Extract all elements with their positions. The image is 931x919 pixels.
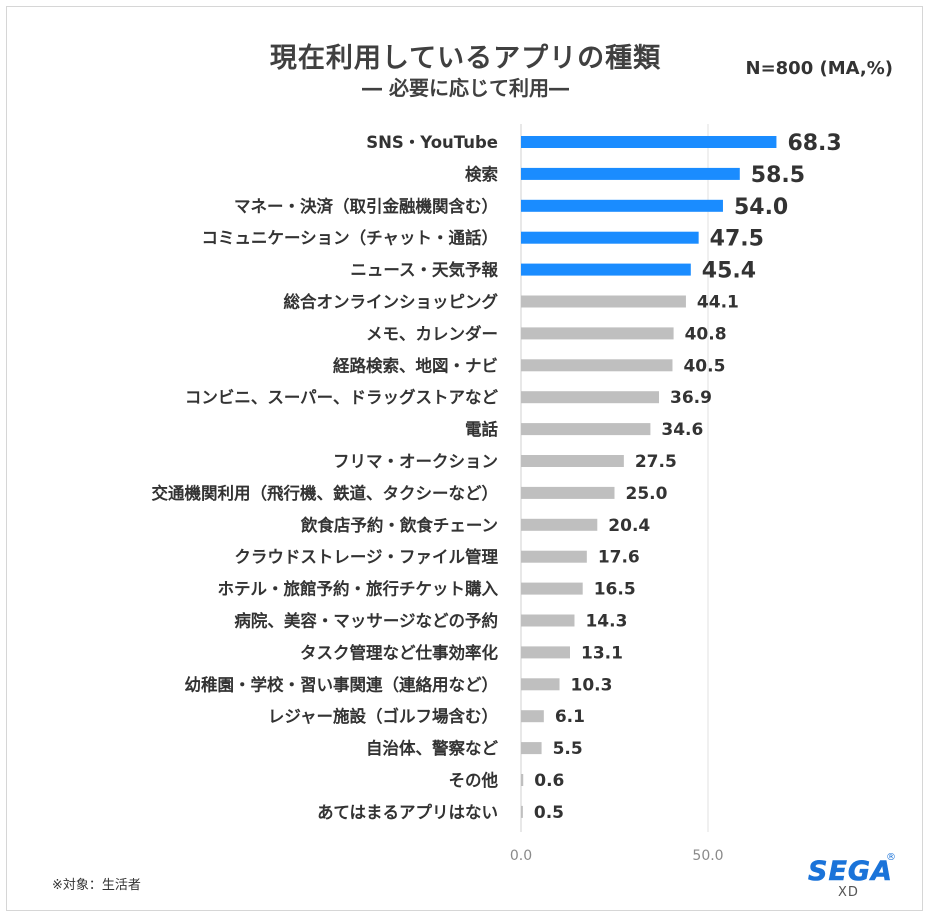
category-label: メモ、カレンダー [366,323,498,343]
category-label: レジャー施設（ゴルフ場含む） [268,706,498,726]
x-tick-label: 50.0 [692,848,723,864]
data-label: 0.5 [534,803,564,823]
data-label: 36.9 [670,388,712,408]
data-label: 20.4 [608,516,650,536]
bar [521,391,660,404]
data-label: 14.3 [585,612,627,632]
bar [521,614,575,627]
data-label: 40.8 [685,324,727,344]
data-label: 6.1 [555,707,585,727]
category-label: 飲食店予約・飲食チェーン [300,515,498,535]
bar [521,167,740,180]
bar [521,136,777,148]
category-label: タスク管理など仕事効率化 [300,642,499,662]
bar [521,231,699,244]
bar [521,199,723,212]
data-label: 68.3 [787,131,841,156]
category-label: 病院、美容・マッサージなどの予約 [234,611,498,631]
bar [521,550,587,563]
data-label: 17.6 [598,548,640,568]
category-label: ニュース・天気予報 [350,260,498,280]
logo-subtext: XD [838,885,859,900]
bar [521,486,615,499]
chart-title: 現在利用しているアプリの種類 [269,43,662,74]
data-label: 5.5 [553,739,583,759]
sample-size-label: N=800 (MA,%) [745,58,894,79]
category-label: ホテル・旅館予約・旅行チケット購入 [218,579,499,599]
data-label: 13.1 [581,643,623,663]
category-label: 自治体、警察など [366,738,499,758]
category-label: 経路検索、地図・ナビ [333,355,498,375]
bar [521,742,542,755]
bar [521,295,686,308]
bar [521,518,598,531]
category-label: その他 [449,770,499,790]
category-label: SNS・YouTube [366,133,498,152]
data-label: 16.5 [594,580,636,600]
category-label: クラウドストレージ・ファイル管理 [234,547,498,567]
data-label: 10.3 [571,675,613,695]
logo-text: SEGA [808,856,893,888]
data-label: 58.5 [751,163,805,188]
bar [521,805,523,818]
bar [521,678,560,691]
sega-xd-logo: SEGA ® XD [808,852,896,904]
category-label: 幼稚園・学校・習い事関連（連絡用など） [185,674,499,694]
bar [521,359,673,372]
category-label: 交通機関利用（飛行機、鉄道、タクシーなど） [152,483,499,503]
category-label: コンビニ、スーパー、ドラッグストアなど [185,387,499,407]
bar [521,327,674,340]
category-label: あてはまるアプリはない [317,802,498,822]
data-label: 27.5 [635,452,677,472]
bar [521,455,624,467]
bar [521,263,691,276]
registered-mark: ® [886,852,896,863]
data-label: 54.0 [734,195,788,220]
data-label: 47.5 [710,227,764,252]
category-label: マネー・決済（取引金融機関含む） [234,196,498,216]
bar [521,582,583,595]
bar [521,774,524,786]
category-label: 総合オンラインショッピング [284,292,499,312]
bar [521,646,570,659]
data-label: 25.0 [626,484,668,504]
data-label: 40.5 [683,356,725,376]
category-label: 電話 [465,419,499,439]
chart-subtitle: ― 必要に応じて利用― [362,76,569,100]
chart-frame [6,6,923,911]
category-label: 検索 [465,164,498,184]
bar [521,423,651,436]
x-tick-label: 0.0 [510,848,532,864]
category-label: フリマ・オークション [333,452,498,471]
footnote: ※対象：生活者 [52,878,141,893]
bar [521,710,544,723]
data-label: 45.4 [702,259,756,284]
data-label: 0.6 [534,771,564,791]
category-label: コミュニケーション（チャット・通話） [201,228,498,248]
data-label: 34.6 [661,420,703,440]
data-label: 44.1 [697,293,739,313]
